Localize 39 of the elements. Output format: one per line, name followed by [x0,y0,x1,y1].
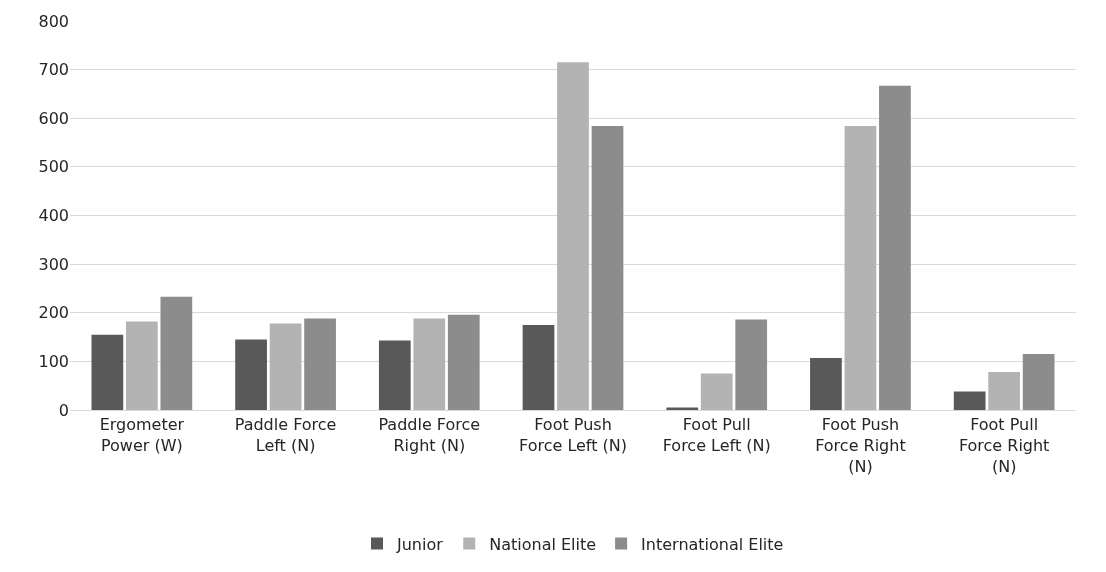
bar [700,373,733,410]
bar [735,319,768,410]
x-tick-label: Foot Push Force Right (N) [815,415,906,476]
bar [591,126,624,410]
y-tick-label: 800 [38,11,69,31]
bar [522,324,555,410]
bar [160,296,193,410]
bar [879,85,911,410]
x-tick-label: Foot Pull Force Left (N) [662,415,771,455]
x-tick-label: Foot Push Force Left (N) [518,415,628,455]
bar [557,62,589,410]
bar [125,321,158,410]
bar [378,340,411,410]
y-tick-label: 700 [38,60,69,80]
legend-label: International Elite [641,534,784,554]
bar [953,391,986,410]
legend-label: Junior [396,534,444,554]
y-tick-label: 600 [38,108,69,128]
y-tick-label: 0 [58,400,69,420]
y-tick-label: 300 [38,254,69,274]
bar [304,318,336,410]
x-tick-label: Paddle Force Right (N) [378,415,481,455]
y-tick-label: 400 [38,206,69,226]
x-tick-label: Ergometer Power (W) [99,415,185,455]
y-tick-label: 200 [38,303,69,323]
y-tick-label: 500 [38,157,69,177]
legend-label: National Elite [489,534,597,554]
bar [447,314,480,410]
bar [1022,354,1055,410]
y-tick-label: 100 [38,351,69,371]
x-tick-label: Paddle Force Left (N) [234,415,337,455]
bar [235,339,267,410]
bar [91,334,124,410]
bar [988,372,1021,410]
bar [269,323,302,410]
bar [413,318,446,410]
bar [810,357,842,410]
bar [844,126,877,410]
x-tick-label: Foot Pull Force Right (N) [958,415,1050,476]
